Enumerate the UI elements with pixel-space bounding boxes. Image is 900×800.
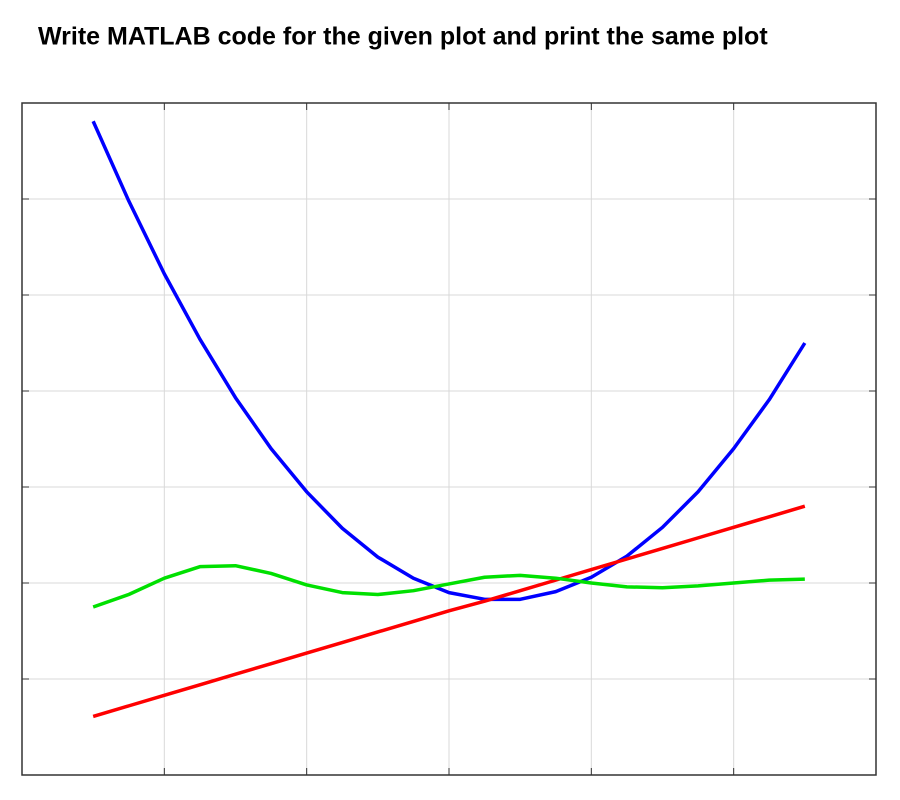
- chart-title: Write MATLAB code for the given plot and…: [38, 23, 768, 51]
- axes-box: [21, 102, 877, 776]
- series-line: [92, 563, 805, 609]
- series-line: [91, 120, 807, 602]
- series-line: [92, 504, 806, 719]
